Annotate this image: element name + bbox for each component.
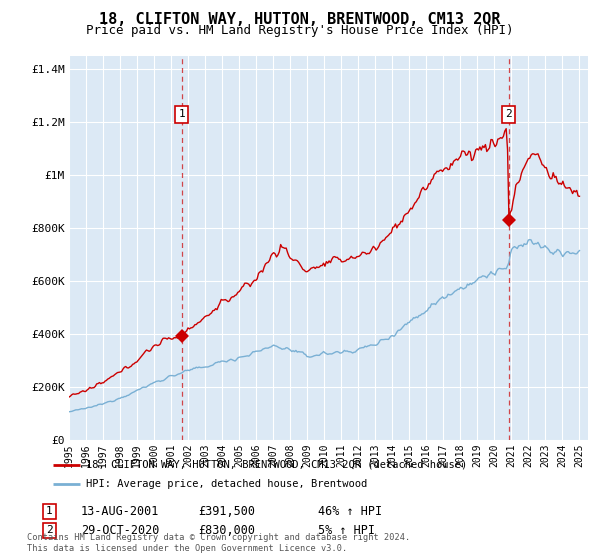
Text: 18, CLIFTON WAY, HUTTON, BRENTWOOD, CM13 2QR (detached house): 18, CLIFTON WAY, HUTTON, BRENTWOOD, CM13… bbox=[86, 460, 467, 470]
Text: HPI: Average price, detached house, Brentwood: HPI: Average price, detached house, Bren… bbox=[86, 479, 367, 489]
Text: 13-AUG-2001: 13-AUG-2001 bbox=[81, 505, 160, 518]
Text: £830,000: £830,000 bbox=[198, 524, 255, 537]
Text: Contains HM Land Registry data © Crown copyright and database right 2024.
This d: Contains HM Land Registry data © Crown c… bbox=[27, 533, 410, 553]
Text: 1: 1 bbox=[46, 506, 53, 516]
Text: 29-OCT-2020: 29-OCT-2020 bbox=[81, 524, 160, 537]
Text: Price paid vs. HM Land Registry's House Price Index (HPI): Price paid vs. HM Land Registry's House … bbox=[86, 24, 514, 37]
Text: £391,500: £391,500 bbox=[198, 505, 255, 518]
Text: 1: 1 bbox=[178, 109, 185, 119]
Text: 2: 2 bbox=[505, 109, 512, 119]
Text: 46% ↑ HPI: 46% ↑ HPI bbox=[318, 505, 382, 518]
Text: 18, CLIFTON WAY, HUTTON, BRENTWOOD, CM13 2QR: 18, CLIFTON WAY, HUTTON, BRENTWOOD, CM13… bbox=[99, 12, 501, 27]
Text: 5% ↑ HPI: 5% ↑ HPI bbox=[318, 524, 375, 537]
Text: 2: 2 bbox=[46, 525, 53, 535]
